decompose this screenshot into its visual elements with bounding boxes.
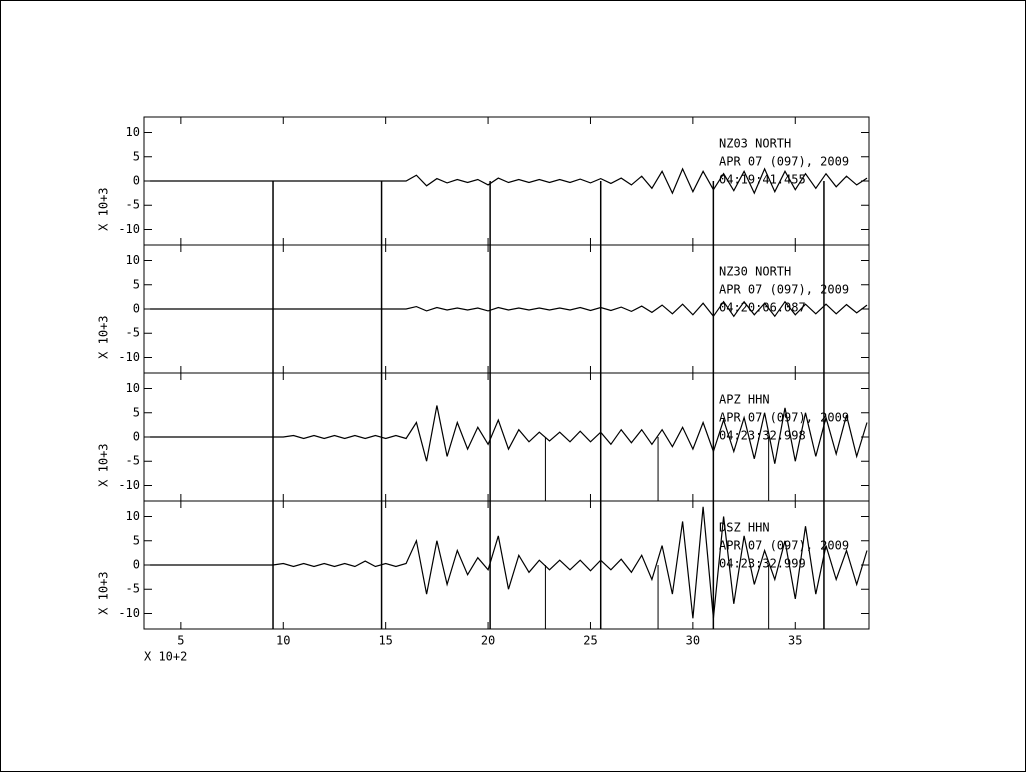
y-axis-label: X 10+3 <box>97 315 111 358</box>
trace-annotation: APZ HHN <box>719 393 770 407</box>
y-tick-label: 0 <box>133 558 140 572</box>
y-tick-label: 5 <box>133 533 140 547</box>
waveform <box>150 506 868 619</box>
x-tick-label: 5 <box>177 634 184 648</box>
trace-annotation: 04:23:32.999 <box>719 557 806 571</box>
trace-annotation: 04:20:06.087 <box>719 301 806 315</box>
y-tick-label: 0 <box>133 174 140 188</box>
y-tick-label: 5 <box>133 405 140 419</box>
y-tick-label: -5 <box>126 326 140 340</box>
trace-annotation: DSZ HHN <box>719 521 770 535</box>
y-tick-label: 10 <box>126 381 140 395</box>
y-tick-label: -10 <box>118 222 140 236</box>
x-tick-label: 25 <box>583 634 597 648</box>
x-axis-label: X 10+2 <box>144 650 187 664</box>
y-tick-label: -5 <box>126 198 140 212</box>
y-axis-label: X 10+3 <box>97 187 111 230</box>
trace-annotation: 04:23:32.998 <box>719 429 806 443</box>
trace-annotation: APR 07 (097), 2009 <box>719 411 849 425</box>
trace-annotation: APR 07 (097), 2009 <box>719 539 849 553</box>
y-tick-label: 10 <box>126 253 140 267</box>
y-tick-label: -10 <box>118 606 140 620</box>
y-tick-label: 10 <box>126 125 140 139</box>
y-tick-label: 0 <box>133 302 140 316</box>
trace-annotation: APR 07 (097), 2009 <box>719 155 849 169</box>
trace-annotation: NZ30 NORTH <box>719 265 791 279</box>
y-tick-label: 0 <box>133 430 140 444</box>
y-tick-label: 5 <box>133 149 140 163</box>
trace-annotation: APR 07 (097), 2009 <box>719 283 849 297</box>
x-tick-label: 35 <box>788 634 802 648</box>
y-tick-label: -5 <box>126 582 140 596</box>
y-tick-label: 10 <box>126 509 140 523</box>
waveform <box>150 405 868 464</box>
x-tick-label: 10 <box>276 634 290 648</box>
waveform <box>150 300 868 318</box>
trace-annotation: 04:19:41.455 <box>719 173 806 187</box>
trace-annotation: NZ03 NORTH <box>719 137 791 151</box>
y-axis-label: X 10+3 <box>97 443 111 486</box>
y-tick-label: -5 <box>126 454 140 468</box>
y-axis-label: X 10+3 <box>97 571 111 614</box>
x-tick-label: 30 <box>686 634 700 648</box>
x-tick-label: 15 <box>378 634 392 648</box>
y-tick-label: -10 <box>118 478 140 492</box>
waveform <box>150 167 868 195</box>
y-tick-label: 5 <box>133 277 140 291</box>
y-tick-label: -10 <box>118 350 140 364</box>
x-tick-label: 20 <box>481 634 495 648</box>
